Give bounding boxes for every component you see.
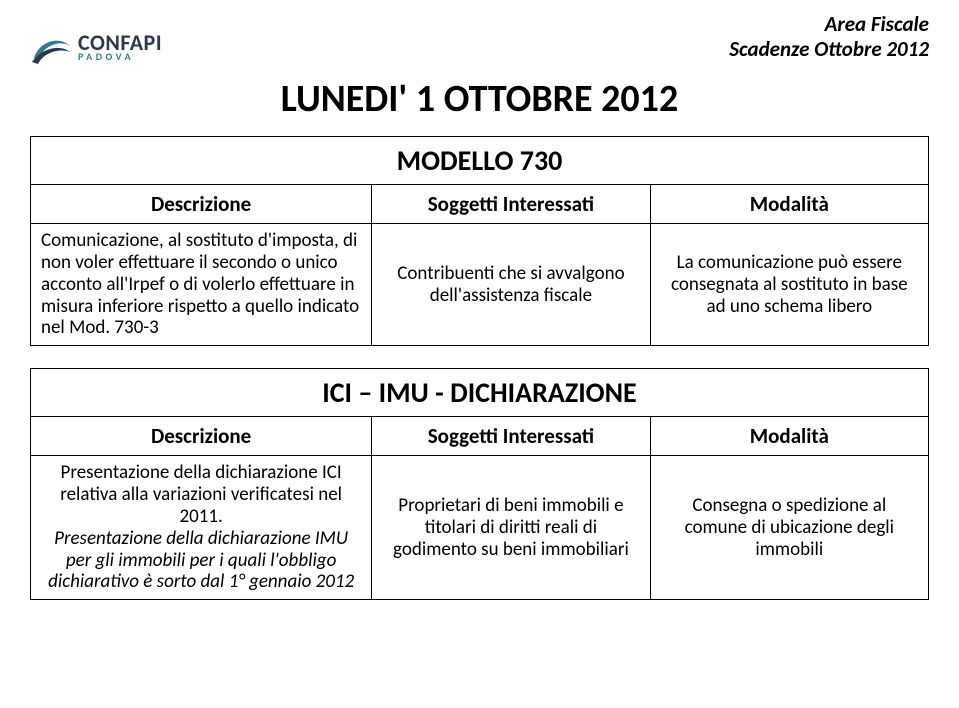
column-header-modalita: Modalità: [650, 185, 928, 224]
logo: CONFAPI PADOVA: [30, 12, 162, 68]
logo-text: CONFAPI PADOVA: [78, 33, 162, 62]
cell-modalita: Consegna o spedizione al comune di ubica…: [650, 456, 928, 600]
table-row: MODELLO 730: [31, 137, 929, 185]
logo-padova: PADOVA: [78, 52, 162, 61]
table-row: Comunicazione, al sostituto d'imposta, d…: [31, 224, 929, 346]
area-line-1: Area Fiscale: [729, 12, 929, 37]
column-header-soggetti: Soggetti Interessati: [372, 417, 650, 456]
table-row: ICI – IMU - DICHIARAZIONE: [31, 369, 929, 417]
cell-descrizione: Presentazione della dichiarazione ICI re…: [31, 456, 372, 600]
descrizione-part2: Presentazione della dichiarazione IMU pe…: [41, 528, 361, 594]
column-header-descrizione: Descrizione: [31, 185, 372, 224]
table-row: Descrizione Soggetti Interessati Modalit…: [31, 417, 929, 456]
table-ici-imu: ICI – IMU - DICHIARAZIONE Descrizione So…: [30, 368, 929, 600]
column-header-soggetti: Soggetti Interessati: [372, 185, 650, 224]
cell-descrizione: Comunicazione, al sostituto d'imposta, d…: [31, 224, 372, 346]
section-title: ICI – IMU - DICHIARAZIONE: [31, 369, 929, 417]
section-title: MODELLO 730: [31, 137, 929, 185]
descrizione-part1: Presentazione della dichiarazione ICI re…: [41, 462, 361, 528]
page-title: LUNEDI' 1 OTTOBRE 2012: [30, 76, 929, 122]
column-header-modalita: Modalità: [650, 417, 928, 456]
table-row: Presentazione della dichiarazione ICI re…: [31, 456, 929, 600]
table-modello-730: MODELLO 730 Descrizione Soggetti Interes…: [30, 136, 929, 346]
area-line-2: Scadenze Ottobre 2012: [729, 37, 929, 62]
logo-swoosh-icon: [30, 26, 72, 68]
table-row: Descrizione Soggetti Interessati Modalit…: [31, 185, 929, 224]
cell-soggetti: Contribuenti che si avvalgono dell'assis…: [372, 224, 650, 346]
column-header-descrizione: Descrizione: [31, 417, 372, 456]
page-header: CONFAPI PADOVA Area Fiscale Scadenze Ott…: [30, 12, 929, 68]
header-area-info: Area Fiscale Scadenze Ottobre 2012: [729, 12, 929, 62]
cell-soggetti: Proprietari di beni immobili e titolari …: [372, 456, 650, 600]
cell-modalita: La comunicazione può essere consegnata a…: [650, 224, 928, 346]
